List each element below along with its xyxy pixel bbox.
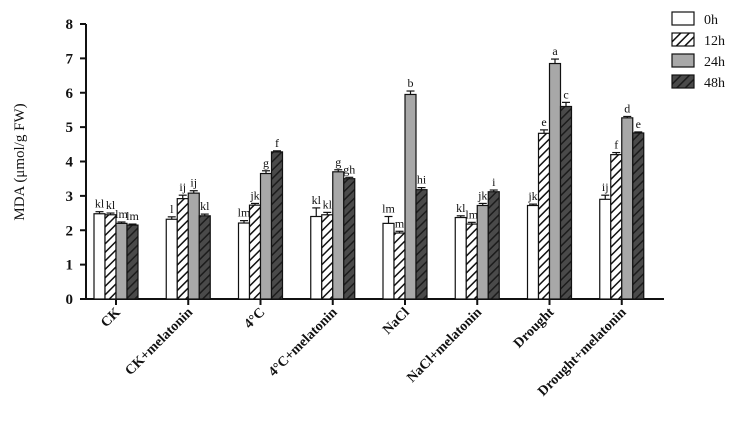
significance-label: lm [238,206,251,220]
bar [126,224,139,300]
bar [393,232,406,300]
significance-label: kl [106,198,116,212]
significance-label: ij [602,180,609,194]
y-tick-label: 1 [66,258,74,274]
bar [610,154,623,300]
significance-label: i [492,175,496,189]
significance-label: hi [417,173,427,187]
bar [632,132,645,300]
legend-label: 12h [704,34,725,49]
y-tick-label: 0 [66,292,74,308]
significance-label: f [614,138,618,152]
x-category-label: CK+melatonin [123,305,197,379]
significance-label: c [563,87,568,101]
bar [176,198,189,300]
bar [599,198,612,300]
legend-swatch [671,53,695,68]
bar [526,204,540,300]
significance-label: g [263,156,269,170]
bar [332,171,345,300]
bar [559,105,573,300]
legend-label: 0h [704,13,718,28]
significance-label: f [275,136,279,150]
bar [237,222,251,300]
y-tick-label: 5 [66,120,74,136]
significance-label: gh [343,162,355,176]
significance-label: jk [249,188,259,202]
significance-label: kl [200,199,210,213]
significance-label: m [395,216,405,230]
bar [270,151,284,300]
x-category-label: 4°C+melatonin [266,305,341,380]
bar [476,204,489,300]
y-tick-label: 7 [66,51,74,67]
significance-label: e [541,115,546,129]
bar [415,189,428,300]
y-tick-label: 4 [66,155,74,171]
bar [259,172,273,300]
bar [104,214,117,300]
significance-label: lm [382,202,395,216]
legend-swatch [671,74,695,89]
legend-label: 24h [704,55,725,70]
significance-label: jk [527,189,537,203]
bar [487,191,500,300]
bar [404,93,417,300]
significance-label: kl [323,197,333,211]
bar [165,218,178,300]
bar [465,223,478,300]
significance-label: lm [126,209,139,223]
legend-swatch [671,11,695,26]
bar [343,178,356,300]
y-tick-label: 2 [66,223,74,239]
x-category-label: NaCl [380,305,413,338]
significance-label: lm [115,207,128,221]
bar [187,192,200,300]
x-category-label: CK [98,305,124,331]
bar [248,204,262,300]
legend: 0h 12h 24h 48h [671,11,725,91]
legend-label: 48h [704,76,725,91]
bar [115,222,128,300]
significance-label: d [624,101,630,115]
significance-label: kl [312,193,322,207]
significance-label: a [552,44,558,58]
bar [537,132,551,300]
x-category-label: NaCl+melatonin [404,305,485,386]
bar [93,213,106,300]
significance-label: kl [95,197,105,211]
bar [198,215,211,300]
y-axis-label: MDA (μmol/g FW) [12,103,28,220]
significance-label: ij [190,176,197,190]
significance-label: l [170,202,174,216]
bar [548,62,562,300]
significance-label: lm [465,207,478,221]
significance-label: jk [477,188,487,202]
bar [382,222,395,300]
y-tick-label: 8 [66,17,74,33]
significance-label: ij [179,180,186,194]
y-tick-label: 3 [66,189,74,205]
y-tick-label: 6 [66,86,74,102]
bar [454,216,467,300]
significance-label: g [335,155,341,169]
significance-label: b [408,76,414,90]
significance-label: e [636,117,641,131]
x-category-label: 4°C [242,305,269,332]
x-category-label: Drought [511,305,557,351]
legend-swatch [671,32,695,47]
bar [310,215,323,300]
bar [321,214,334,300]
significance-label: kl [456,201,466,215]
bar [621,117,634,300]
